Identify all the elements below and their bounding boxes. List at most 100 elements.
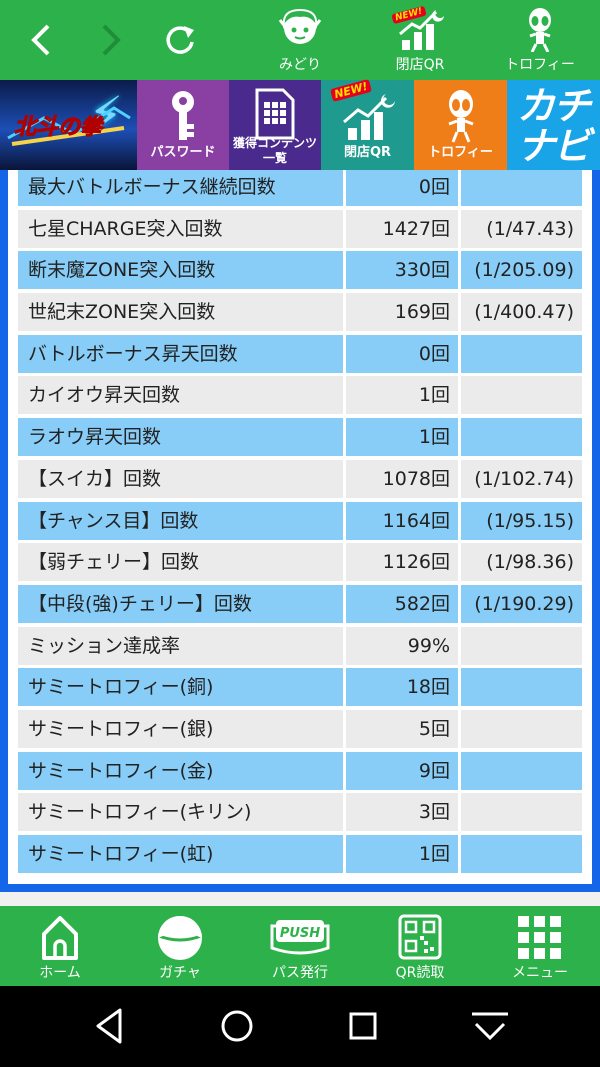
- table-row: サミートロフィー(虹) 1回: [18, 833, 582, 875]
- stat-rate: (1/400.47): [461, 293, 582, 332]
- stat-value: 3回: [346, 793, 458, 832]
- stat-name: ミッション達成率: [18, 626, 343, 665]
- stat-name: サミートロフィー(虹): [18, 835, 343, 873]
- back-triangle-icon[interactable]: [80, 1006, 140, 1050]
- stat-name: サミートロフィー(銀): [18, 709, 343, 748]
- table-row: ミッション達成率 99%: [18, 625, 582, 667]
- nav-gacha[interactable]: ガチャ: [120, 906, 240, 986]
- stat-rate: (1/190.29): [461, 584, 582, 623]
- gacha-capsule-icon: [158, 916, 202, 960]
- stat-name: 断末魔ZONE突入回数: [18, 251, 343, 290]
- table-row: 【中段(強)チェリー】回数 582回 (1/190.29): [18, 583, 582, 625]
- table-row: 【チャンス目】回数 1164回 (1/95.15): [18, 500, 582, 542]
- nav-qr-scan[interactable]: QR読取: [360, 906, 480, 986]
- stat-value: 5回: [346, 709, 458, 748]
- stat-value: 0回: [346, 170, 458, 206]
- stat-rate: (1/95.15): [461, 501, 582, 540]
- stat-rate: [461, 709, 582, 748]
- table-row: 最大バトルボーナス継続回数 0回: [18, 170, 582, 208]
- nav-pass-issue[interactable]: PUSH パス発行: [240, 906, 360, 986]
- hokuto-logo[interactable]: ⚡ 北斗の拳: [0, 80, 137, 170]
- hide-keyboard-icon[interactable]: [460, 1006, 520, 1050]
- stat-name: 【チャンス目】回数: [18, 501, 343, 540]
- banner-closing-qr[interactable]: NEW! 閉店QR: [321, 79, 414, 170]
- topbar-trophy[interactable]: トロフィー: [490, 4, 590, 76]
- stat-rate: (1/205.09): [461, 251, 582, 290]
- stat-rate: [461, 626, 582, 665]
- kachi-navi-logo-text: カチナビ: [516, 84, 591, 168]
- topbar-midori[interactable]: みどり: [250, 4, 350, 76]
- stat-value: 9回: [346, 751, 458, 790]
- hokuto-emblem-icon: 北斗の拳: [6, 106, 131, 146]
- table-row: 【弱チェリー】回数 1126回 (1/98.36): [18, 541, 582, 583]
- stat-rate: [461, 376, 582, 415]
- stat-rate: [461, 334, 582, 373]
- table-row: サミートロフィー(金) 9回: [18, 750, 582, 792]
- table-row: サミートロフィー(銀) 5回: [18, 708, 582, 750]
- push-button-icon: PUSH: [270, 920, 330, 955]
- nav-qr-scan-label: QR読取: [395, 965, 445, 981]
- stat-name: 【スイカ】回数: [18, 459, 343, 498]
- topbar-trophy-label: トロフィー: [505, 57, 575, 73]
- stat-name: 世紀末ZONE突入回数: [18, 293, 343, 332]
- svg-text:北斗の拳: 北斗の拳: [14, 115, 105, 140]
- table-row: サミートロフィー(キリン) 3回: [18, 791, 582, 833]
- banner-closing-qr-label: 閉店QR: [343, 145, 392, 160]
- stat-value: 169回: [346, 293, 458, 332]
- stat-value: 1回: [346, 376, 458, 415]
- alien-trophy-icon: [529, 8, 551, 52]
- stat-value: 1126回: [346, 543, 458, 582]
- key-icon: [172, 91, 194, 140]
- stats-panel[interactable]: 最大バトルボーナス継続回数 0回 七星CHARGE突入回数 1427回 (1/47.43…: [8, 170, 592, 884]
- stat-rate: [461, 793, 582, 832]
- system-nav-bar: [0, 986, 600, 1067]
- banner-trophy-label: トロフィー: [428, 145, 493, 160]
- alien-trophy-icon: [447, 90, 474, 143]
- table-row: ラオウ昇天回数 1回: [18, 416, 582, 458]
- nav-menu-label: メニュー: [512, 965, 568, 981]
- stat-rate: (1/47.43): [461, 209, 582, 248]
- bottom-nav: ホーム ガチャ PUSH パス発行 QR読取: [0, 906, 600, 986]
- home-circle-icon[interactable]: [207, 1006, 267, 1050]
- nav-menu[interactable]: メニュー: [480, 906, 600, 986]
- banner-row: ⚡ 北斗の拳 パスワード 獲得コンテンツ一覧 NEW!: [0, 79, 600, 170]
- stat-value: 1164回: [346, 501, 458, 540]
- lightning-icon: ⚡: [88, 86, 124, 144]
- stat-value: 1078回: [346, 459, 458, 498]
- stat-value: 99%: [346, 626, 458, 665]
- document-grid-icon: [255, 88, 295, 140]
- stat-name: カイオウ昇天回数: [18, 376, 343, 415]
- stat-rate: (1/98.36): [461, 543, 582, 582]
- stat-rate: [461, 751, 582, 790]
- chevron-right-icon[interactable]: [88, 18, 132, 62]
- closing-qr-icon: [342, 94, 395, 140]
- banner-password[interactable]: パスワード: [137, 80, 229, 170]
- table-row: 七星CHARGE突入回数 1427回 (1/47.43): [18, 208, 582, 250]
- banner-trophy[interactable]: トロフィー: [414, 80, 507, 170]
- stat-name: バトルボーナス昇天回数: [18, 334, 343, 373]
- stat-value: 18回: [346, 668, 458, 707]
- stat-value: 582回: [346, 584, 458, 623]
- nav-gacha-label: ガチャ: [159, 965, 201, 981]
- top-toolbar: みどり NEW! 閉店QR トロフィー: [0, 0, 600, 80]
- reload-icon[interactable]: [158, 18, 202, 62]
- nav-home-label: ホーム: [39, 965, 81, 981]
- table-row: 世紀末ZONE突入回数 169回 (1/400.47): [18, 291, 582, 333]
- table-row: バトルボーナス昇天回数 0回: [18, 333, 582, 375]
- table-row: サミートロフィー(銅) 18回: [18, 666, 582, 708]
- midori-character-icon: [278, 8, 322, 44]
- recents-square-icon[interactable]: [333, 1006, 393, 1050]
- stat-name: 【弱チェリー】回数: [18, 543, 343, 582]
- chevron-left-icon[interactable]: [20, 18, 64, 62]
- scroll-gap: [0, 892, 600, 906]
- nav-pass-issue-label: パス発行: [272, 965, 328, 981]
- nav-home[interactable]: ホーム: [0, 906, 120, 986]
- kachi-navi-logo[interactable]: カチナビ: [507, 80, 600, 170]
- stat-value: 1427回: [346, 209, 458, 248]
- banner-acquired-content[interactable]: 獲得コンテンツ一覧: [229, 80, 321, 170]
- stat-value: 1回: [346, 418, 458, 457]
- stat-name: 【中段(強)チェリー】回数: [18, 584, 343, 623]
- table-row: 【スイカ】回数 1078回 (1/102.74): [18, 458, 582, 500]
- topbar-closing-qr[interactable]: NEW! 閉店QR: [370, 4, 470, 76]
- stat-name: 七星CHARGE突入回数: [18, 209, 343, 248]
